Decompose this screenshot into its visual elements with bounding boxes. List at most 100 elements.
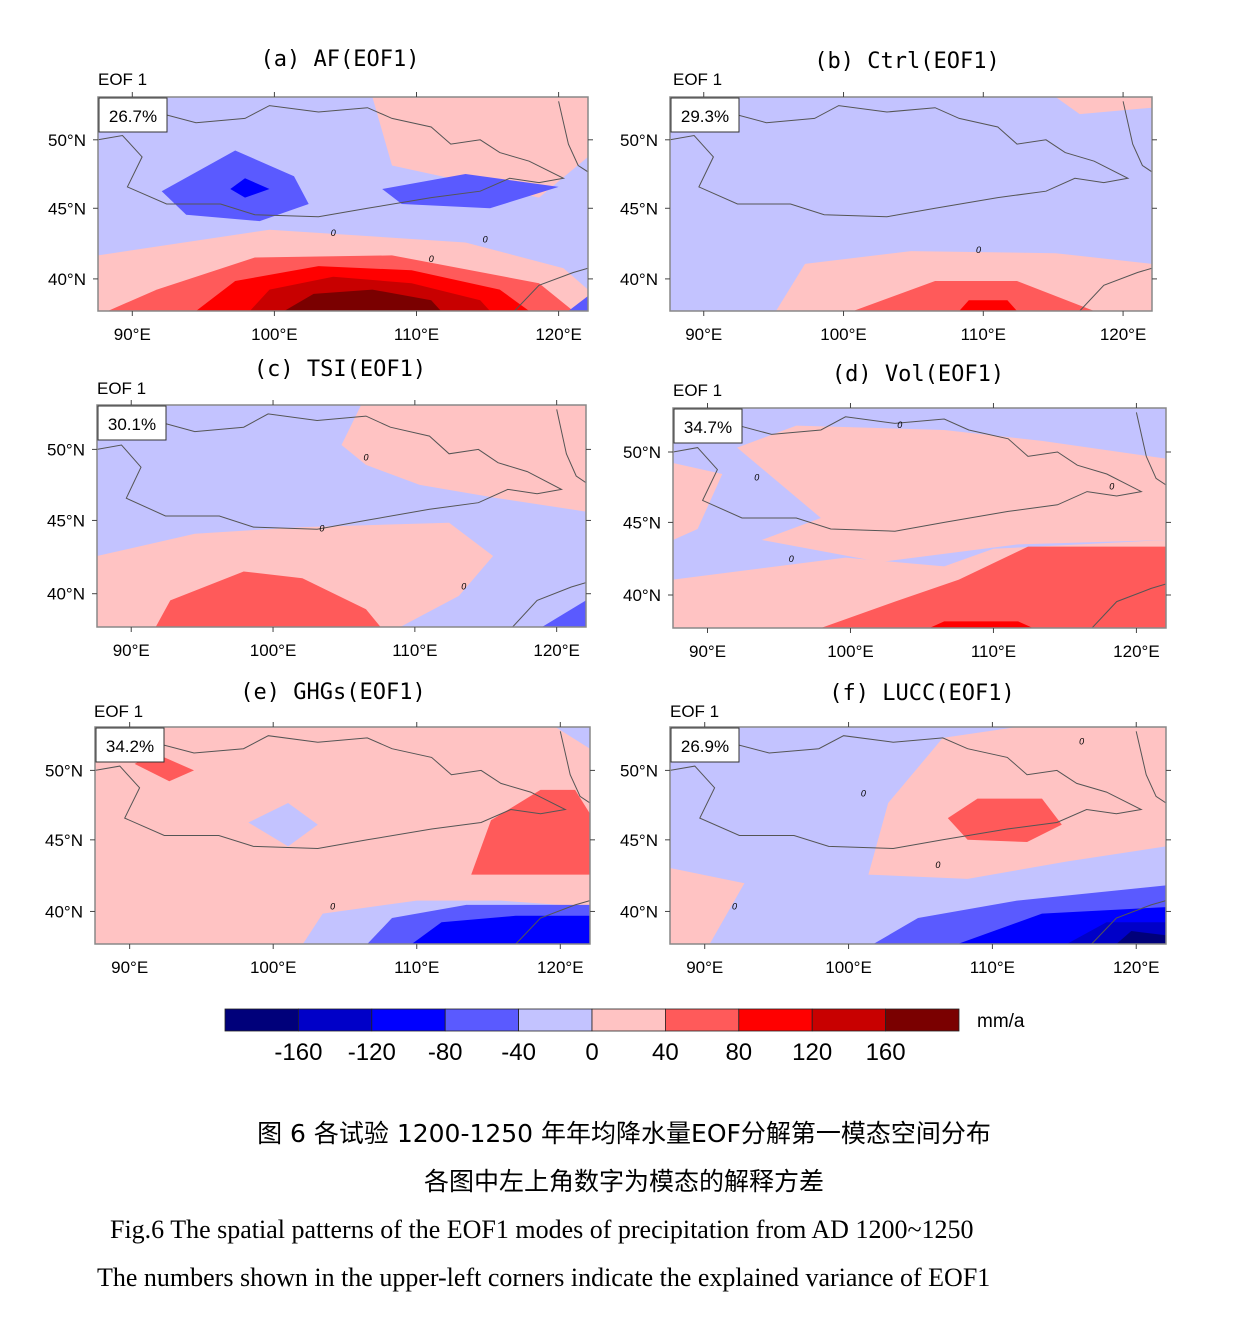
x-tick-label: 110°E (394, 325, 439, 344)
colorbar-segment (665, 1008, 740, 1032)
panel-title: (b) Ctrl(EOF1) (814, 49, 999, 74)
contour-label: 0 (331, 228, 336, 238)
y-tick-label: 50°N (620, 761, 658, 780)
panel-title: (c) TSI(EOF1) (254, 357, 426, 382)
contour-label: 0 (976, 245, 981, 255)
colorbar-segment (811, 1008, 887, 1032)
panel-f-field (670, 727, 1166, 944)
contour-label: 0 (429, 254, 434, 264)
contour-label: 0 (789, 554, 794, 564)
x-tick-label: 120°E (535, 325, 582, 344)
y-tick-label: 40°N (620, 270, 658, 289)
panel-e: 0 90°E 100°E 110°E 120°E 50°N 45°N 40°N (e) GHGs… (45, 680, 595, 977)
y-tick-label: 45°N (620, 831, 658, 850)
variance-box: 34.2% (95, 727, 165, 763)
variance-box-frame (670, 97, 740, 133)
panel-frame (672, 407, 1167, 629)
x-tick-label: 110°E (971, 642, 1016, 661)
contour-fill (1116, 931, 1166, 944)
y-tick-label: 50°N (623, 443, 661, 462)
x-tick-label: 120°E (1113, 958, 1160, 977)
country-border (98, 105, 566, 218)
contour-fill (230, 178, 270, 198)
caption-en-line-1: Fig.6 The spatial patterns of the EOF1 m… (110, 1215, 974, 1244)
colorbar-tick-label: -120 (348, 1039, 396, 1066)
panel-title: (e) GHGs(EOF1) (240, 680, 425, 705)
contour-label: 0 (330, 901, 335, 911)
contour-label: 0 (483, 235, 488, 245)
contour-label: 0 (363, 453, 368, 463)
y-tick-label: 45°N (47, 511, 85, 530)
colorbar-segment (224, 1008, 299, 1032)
contour-label: 0 (1109, 481, 1114, 491)
coastline (559, 731, 590, 804)
contour-label: 0 (897, 420, 902, 430)
x-tick-label: 100°E (827, 642, 874, 661)
y-tick-label: 45°N (623, 513, 661, 532)
contour-fill (471, 789, 590, 875)
x-tick-label: 110°E (961, 325, 1006, 344)
panel-title: (d) Vol(EOF1) (832, 362, 1004, 387)
variance-box-frame (97, 405, 167, 441)
x-tick-label: 90°E (686, 958, 723, 977)
variance-box: 26.9% (670, 727, 740, 763)
contour-fill (853, 281, 1095, 311)
eof-label: EOF 1 (94, 702, 143, 721)
variance-box: 26.7% (98, 97, 168, 133)
colorbar: -160 -120 -80 -40 0 40 80 120 160 mm/a (224, 1008, 1025, 1066)
contour-fill (341, 405, 586, 512)
variance-value: 26.7% (109, 107, 157, 126)
variance-value: 34.2% (106, 737, 154, 756)
contour-fill (568, 296, 588, 311)
contour-fill (959, 300, 1017, 311)
coastline (514, 267, 588, 311)
eof-label: EOF 1 (673, 381, 722, 400)
coastline (1079, 267, 1152, 311)
country-border (670, 105, 1130, 218)
contour-label: 0 (1079, 736, 1084, 746)
colorbar-segment (297, 1008, 373, 1032)
caption-en-line-2: The numbers shown in the upper-left corn… (97, 1263, 991, 1292)
x-tick-label: 120°E (1113, 642, 1160, 661)
country-border (673, 416, 1143, 532)
contour-fill (95, 727, 590, 944)
y-tick-label: 50°N (620, 131, 658, 150)
variance-value: 29.3% (681, 107, 729, 126)
contour-fill (947, 798, 1062, 842)
y-tick-label: 40°N (47, 585, 85, 604)
contour-fill (155, 571, 381, 627)
panel-a: 0 0 0 90°E 100°E 110°E 120°E 50°N 45°N 40°N (a) AF… (48, 47, 593, 344)
contour-fill (382, 174, 559, 209)
contour-fill (1055, 97, 1152, 115)
x-tick-label: 100°E (825, 958, 872, 977)
colorbar-tick-label: -160 (274, 1039, 322, 1066)
country-border (670, 735, 1143, 850)
contour-fill (820, 546, 1166, 628)
x-tick-label: 100°E (250, 641, 297, 660)
variance-value: 26.9% (681, 737, 729, 756)
figure-panels: 0 0 0 90°E 100°E 110°E 120°E 50°N 45°N 40°N (a) AF… (45, 47, 1171, 977)
x-tick-label: 120°E (1100, 325, 1147, 344)
country-border (97, 413, 564, 530)
panel-frame (669, 726, 1167, 945)
variance-box: 34.7% (673, 408, 743, 444)
contour-fill (737, 425, 1166, 562)
colorbar-unit: mm/a (977, 1011, 1025, 1032)
panel-d-field (673, 408, 1166, 628)
y-tick-label: 40°N (620, 902, 658, 921)
panel-a-field (98, 97, 588, 311)
colorbar-segment (444, 1008, 520, 1032)
panel-f: 0 0 0 0 90°E 100°E 110°E 120°E 50°N 45°N 40°N (f) L… (620, 681, 1171, 977)
x-tick-label: 110°E (970, 958, 1015, 977)
x-tick-label: 110°E (394, 958, 439, 977)
colorbar-tick-label: 80 (725, 1039, 752, 1066)
colorbar-segment (738, 1008, 813, 1032)
x-tick-label: 90°E (689, 642, 726, 661)
variance-box-frame (670, 727, 740, 763)
y-tick-label: 40°N (48, 270, 86, 289)
colorbar-tick-label: -40 (501, 1039, 536, 1066)
contour-label: 0 (319, 524, 324, 534)
x-tick-label: 110°E (392, 641, 437, 660)
country-border (95, 735, 567, 850)
contour-label: 0 (861, 788, 866, 798)
